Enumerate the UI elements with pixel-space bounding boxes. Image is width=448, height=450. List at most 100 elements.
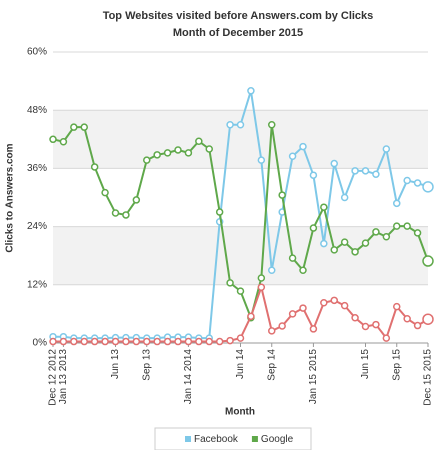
data-point [174,146,182,154]
data-point [382,145,391,153]
data-point [101,188,109,197]
x-tick-label: Jun 13 [110,349,121,379]
data-point [226,336,234,345]
data-point [413,179,422,187]
x-tick-label: Sep 14 [266,349,277,381]
data-point [309,224,318,232]
data-point [278,322,286,330]
data-point [413,229,422,237]
data-point [90,163,99,171]
data-point [184,149,193,157]
data-point [122,337,130,346]
x-tick-label: Dec 15 2015 [423,349,434,406]
data-point [288,152,297,161]
data-point [111,209,120,217]
data-point [205,145,213,153]
data-point [215,337,224,346]
data-point [143,156,151,164]
data-point [59,337,68,346]
data-point [163,337,172,346]
data-point [422,255,434,267]
data-point [393,222,401,230]
data-point [226,121,234,129]
data-point [340,193,349,202]
data-point [80,123,88,131]
y-tick-label: 12% [27,279,47,290]
data-point [351,314,359,322]
data-point [247,87,255,95]
data-point [299,304,307,312]
data-point [393,302,401,311]
data-point [340,301,349,310]
data-point [278,191,286,199]
data-point [393,199,401,208]
chart-subtitle: Month of December 2015 [173,27,303,39]
data-point [195,337,203,346]
data-point [153,151,161,159]
data-point [80,337,88,346]
data-point [205,337,213,346]
grid-band [53,110,428,169]
y-tick-label: 24% [27,221,47,232]
data-point [340,238,349,246]
data-point [309,171,318,179]
legend-label: Google [261,434,294,445]
data-point [403,222,411,230]
data-point [257,283,266,291]
data-point [372,320,380,329]
data-point [122,211,130,219]
data-point [422,313,434,325]
data-point [184,337,193,346]
data-point [70,337,78,346]
data-point [320,239,328,248]
data-point [320,298,328,307]
x-tick-label: Jan 15 2015 [308,349,319,404]
data-point [361,322,370,331]
chart-title: Top Websites visited before Answers.com … [103,10,374,22]
data-point [215,208,224,216]
x-tick-label: Sep 15 [391,349,402,381]
data-point [320,203,328,211]
data-point [70,123,78,131]
data-point [236,334,245,342]
data-point [268,121,276,129]
x-tick-label: Jan 14 2014 [183,349,194,404]
x-tick-label: Jun 14 [235,349,246,379]
data-point [236,287,245,295]
data-point [330,159,338,168]
data-point [351,248,359,256]
x-axis-title: Month [225,407,255,418]
data-point [132,337,141,346]
x-tick-label: Dec 12 2012 [48,349,59,406]
data-point [195,137,203,145]
data-point [361,239,370,247]
y-tick-label: 36% [27,163,47,174]
legend-label: Facebook [194,434,239,445]
data-point [59,137,68,146]
data-point [163,149,172,157]
data-point [257,274,266,282]
data-point [330,296,338,305]
series [49,87,434,342]
data-point [403,176,411,185]
legend-swatch [251,436,258,442]
series [49,121,434,322]
data-point [309,325,318,333]
data-point [268,266,276,274]
y-tick-label: 60% [27,47,47,58]
legend-box [154,427,312,450]
data-point [288,254,297,262]
data-point [382,334,391,342]
data-point [153,337,161,346]
data-point [382,233,391,241]
data-point [372,170,380,178]
data-point [413,321,422,330]
series [49,283,434,346]
data-point [372,228,380,236]
data-point [299,142,307,151]
data-point [90,337,99,346]
legend-swatch [185,436,191,442]
data-point [288,310,297,318]
data-point [111,337,120,346]
